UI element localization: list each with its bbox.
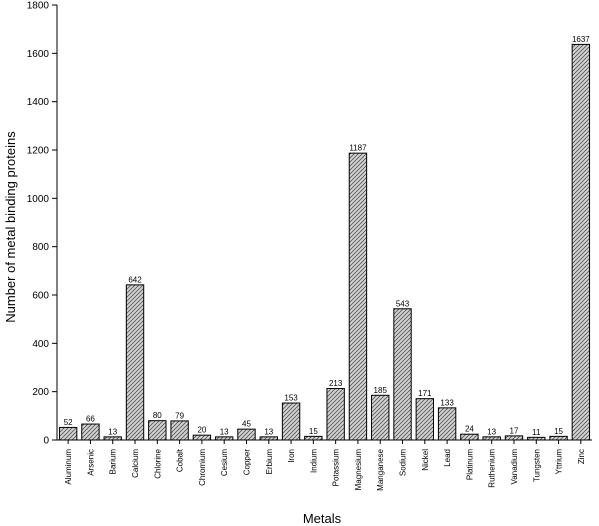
bar-value-label: 52 — [64, 418, 73, 427]
bar-value-label: 13 — [220, 427, 229, 436]
bar-value-label: 543 — [396, 299, 410, 308]
y-tick-label: 0 — [43, 436, 49, 447]
y-tick-label: 1800 — [27, 1, 50, 12]
bar — [393, 308, 412, 441]
bar — [549, 435, 568, 441]
x-tick-label: Yttrium — [555, 449, 564, 475]
bar-value-label: 213 — [329, 379, 343, 388]
bar — [415, 398, 435, 441]
y-tick-label: 600 — [32, 291, 49, 302]
x-tick-label: Chromium — [198, 449, 207, 486]
bar — [460, 433, 479, 441]
x-tick-label: Barium — [109, 449, 118, 475]
x-axis-title: Metals — [303, 511, 342, 526]
bar — [281, 402, 301, 441]
x-tick-label: Calcium — [131, 449, 140, 478]
bar-value-label: 1187 — [349, 144, 367, 153]
bar — [170, 420, 189, 441]
bar — [504, 435, 524, 441]
bar — [81, 423, 100, 441]
y-tick-label: 1600 — [27, 49, 50, 60]
x-tick-label: Cobalt — [176, 448, 185, 472]
bar — [437, 407, 457, 441]
bar — [259, 436, 278, 441]
bar — [214, 436, 234, 441]
bar-value-label: 11 — [532, 428, 541, 437]
bar — [148, 420, 167, 441]
x-tick-label: Magnesium — [354, 449, 363, 491]
bar-value-label: 1637 — [572, 35, 590, 44]
y-axis-title: Number of metal binding proteins — [3, 131, 18, 323]
bar-value-label: 45 — [242, 420, 251, 429]
bar — [125, 284, 145, 441]
x-tick-label: Chlorine — [153, 448, 162, 478]
bar-value-label: 13 — [108, 427, 117, 436]
x-tick-label: Lead — [443, 449, 452, 467]
x-tick-label: Arsenic — [86, 449, 95, 476]
plot-area: 0 200 400 600 800 1000 1200 1400 1600 1800 52 Alumi… — [27, 1, 592, 491]
bar — [348, 152, 368, 441]
bar — [304, 435, 323, 441]
bar-value-label: 24 — [465, 425, 474, 434]
bar-value-label: 13 — [264, 427, 273, 436]
x-tick-label: Platinum — [465, 449, 474, 480]
x-tick-label: Vanadium — [510, 449, 519, 485]
x-tick-label: Copper — [242, 449, 251, 476]
x-tick-label: Nickel — [421, 449, 430, 471]
bar-value-label: 17 — [510, 426, 519, 435]
bar — [192, 434, 212, 441]
x-tick-label: Indium — [309, 449, 318, 473]
bar-value-label: 171 — [418, 389, 432, 398]
bar-value-label: 642 — [128, 275, 142, 284]
y-tick-label: 1400 — [27, 97, 50, 108]
bar-value-label: 153 — [284, 394, 298, 403]
x-tick-label: Zinc — [577, 449, 586, 464]
x-tick-label: Iron — [287, 449, 296, 463]
x-tick-label: Cesium — [220, 449, 229, 476]
bar — [571, 43, 591, 441]
bar — [58, 426, 78, 441]
x-tick-label: Manganese — [376, 448, 385, 490]
x-tick-label: Potassium — [332, 449, 341, 487]
x-tick-label: Ruthenium — [488, 449, 497, 488]
y-tick-label: 800 — [32, 242, 49, 253]
x-tick-label: Aluminum — [64, 449, 73, 485]
bar-value-label: 66 — [86, 415, 95, 424]
x-tick-label: Erbium — [265, 449, 274, 475]
bar — [326, 388, 345, 441]
y-tick-label: 1200 — [27, 146, 50, 157]
y-tick-label: 200 — [32, 387, 49, 398]
y-tick-label: 400 — [32, 339, 49, 350]
bar-value-label: 15 — [554, 427, 563, 436]
x-tick-label: Sodium — [399, 449, 408, 476]
bar-value-label: 20 — [197, 426, 206, 435]
y-tick-label: 1000 — [27, 194, 50, 205]
bar-value-label: 79 — [175, 411, 184, 420]
bar-value-label: 133 — [440, 398, 454, 407]
bar-value-label: 185 — [374, 386, 388, 395]
bar — [103, 436, 122, 441]
bar — [371, 394, 390, 441]
bar-value-label: 80 — [153, 411, 162, 420]
bar-value-label: 13 — [487, 427, 496, 436]
x-tick-label: Tungsten — [532, 449, 541, 482]
bar — [237, 428, 256, 441]
bar — [482, 436, 501, 441]
bar-value-label: 15 — [309, 427, 318, 436]
bar — [527, 436, 546, 441]
